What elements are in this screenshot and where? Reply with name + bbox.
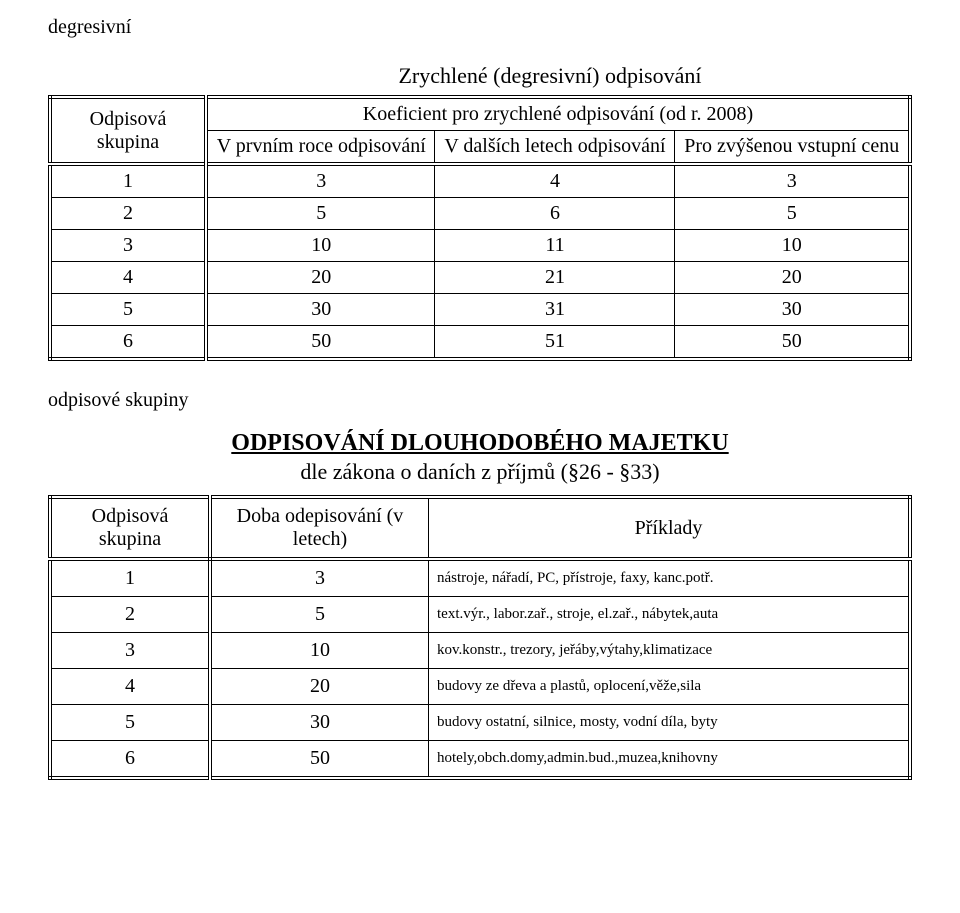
table1-subheader-0: V prvním roce odpisování	[206, 131, 435, 165]
mid-label: odpisové skupiny	[48, 389, 912, 412]
table1-cell: 4	[435, 164, 675, 198]
table2-cell: 6	[50, 741, 210, 779]
table1-cell: 3	[206, 164, 435, 198]
table1-cell: 20	[206, 262, 435, 294]
table1-subheader-2: Pro zvýšenou vstupní cenu	[675, 131, 910, 165]
table-row: 6 50 51 50	[50, 326, 910, 360]
table2-header-1: Doba odepisování (v letech)	[210, 497, 429, 559]
table1-subheader-1: V dalších letech odpisování	[435, 131, 675, 165]
table2-cell: 10	[210, 633, 429, 669]
table2-cell: 3	[210, 559, 429, 597]
table2-header-2: Příklady	[429, 497, 911, 559]
table1-cell: 50	[206, 326, 435, 360]
table-row: 3 10 11 10	[50, 230, 910, 262]
table1-cell: 5	[50, 294, 206, 326]
table1-cell: 10	[675, 230, 910, 262]
table1-cell: 20	[675, 262, 910, 294]
table2-cell: 30	[210, 705, 429, 741]
page: degresivní Zrychlené (degresivní) odpiso…	[0, 0, 960, 820]
table1-cell: 11	[435, 230, 675, 262]
table-row: 4 20 21 20	[50, 262, 910, 294]
table1: Odpisová skupina Koeficient pro zrychlen…	[48, 95, 912, 361]
table1-cell: 30	[206, 294, 435, 326]
table-row: 5 30 budovy ostatní, silnice, mosty, vod…	[50, 705, 910, 741]
table1-cell: 3	[50, 230, 206, 262]
table-row: 2 5 text.výr., labor.zař., stroje, el.za…	[50, 597, 910, 633]
table1-cell: 21	[435, 262, 675, 294]
table2-cell: 5	[50, 705, 210, 741]
table1-cell: 3	[675, 164, 910, 198]
table-row: 3 10 kov.konstr., trezory, jeřáby,výtahy…	[50, 633, 910, 669]
table-row: 6 50 hotely,obch.domy,admin.bud.,muzea,k…	[50, 741, 910, 779]
table2-cell: 4	[50, 669, 210, 705]
table1-cell: 6	[435, 198, 675, 230]
table2-cell: budovy ze dřeva a plastů, oplocení,věže,…	[429, 669, 911, 705]
table2-cell: 3	[50, 633, 210, 669]
table1-cell: 10	[206, 230, 435, 262]
table1-cell: 50	[675, 326, 910, 360]
table2: Odpisová skupina Doba odepisování (v let…	[48, 495, 912, 780]
section-title: ODPISOVÁNÍ DLOUHODOBÉHO MAJETKU	[48, 430, 912, 457]
table1-cell: 30	[675, 294, 910, 326]
table1-cell: 4	[50, 262, 206, 294]
table2-cell: text.výr., labor.zař., stroje, el.zař., …	[429, 597, 911, 633]
table2-cell: 50	[210, 741, 429, 779]
top-label: degresivní	[48, 16, 912, 39]
table2-cell: 1	[50, 559, 210, 597]
table1-cell: 6	[50, 326, 206, 360]
table2-cell: 5	[210, 597, 429, 633]
table1-title: Zrychlené (degresivní) odpisování	[188, 63, 912, 89]
table2-cell: 2	[50, 597, 210, 633]
table1-cell: 51	[435, 326, 675, 360]
table-row: 1 3 4 3	[50, 164, 910, 198]
table2-cell: kov.konstr., trezory, jeřáby,výtahy,klim…	[429, 633, 911, 669]
table1-header-col1: Odpisová skupina	[50, 97, 206, 164]
table1-cell: 2	[50, 198, 206, 230]
table-row: 4 20 budovy ze dřeva a plastů, oplocení,…	[50, 669, 910, 705]
table1-cell: 5	[206, 198, 435, 230]
table1-cell: 5	[675, 198, 910, 230]
section-subtitle: dle zákona o daních z příjmů (§26 - §33)	[48, 459, 912, 485]
table2-cell: budovy ostatní, silnice, mosty, vodní dí…	[429, 705, 911, 741]
table-row: 1 3 nástroje, nářadí, PC, přístroje, fax…	[50, 559, 910, 597]
table2-cell: hotely,obch.domy,admin.bud.,muzea,knihov…	[429, 741, 911, 779]
table1-header-merge: Koeficient pro zrychlené odpisování (od …	[206, 97, 910, 131]
table-row: 2 5 6 5	[50, 198, 910, 230]
table2-header-0: Odpisová skupina	[50, 497, 210, 559]
table-row: 5 30 31 30	[50, 294, 910, 326]
table1-cell: 31	[435, 294, 675, 326]
table1-cell: 1	[50, 164, 206, 198]
table2-cell: nástroje, nářadí, PC, přístroje, faxy, k…	[429, 559, 911, 597]
table2-cell: 20	[210, 669, 429, 705]
